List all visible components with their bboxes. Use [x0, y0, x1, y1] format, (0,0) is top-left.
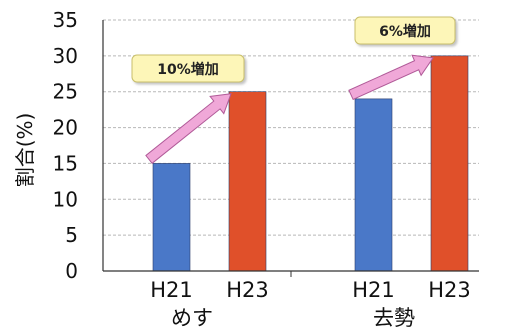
x-category-label: H23	[226, 278, 269, 302]
annotation-label: 6%増加	[379, 23, 431, 40]
group-label: めす	[171, 306, 213, 330]
y-tick-label: 0	[65, 259, 78, 283]
x-category-label: H21	[352, 278, 395, 302]
bars	[152, 55, 469, 272]
y-tick-label: 20	[53, 116, 78, 140]
group-label: 去勢	[373, 306, 415, 330]
x-labels: H21 H23 めす H21 H23 去勢	[150, 278, 471, 330]
axes	[102, 20, 479, 277]
y-tick-label: 10	[53, 187, 78, 211]
bar	[228, 91, 267, 272]
y-axis-label: 割合(%)	[13, 113, 37, 188]
annotations: 10%増加 6%増加	[131, 16, 456, 165]
increase-arrow	[145, 93, 232, 165]
y-tick-label: 35	[53, 8, 78, 32]
y-tick-label: 25	[53, 80, 78, 104]
x-category-label: H21	[150, 278, 193, 302]
x-category-label: H23	[428, 278, 471, 302]
y-tick-label: 15	[53, 151, 78, 175]
annotation-box	[131, 54, 245, 83]
y-tick-label: 5	[65, 223, 78, 247]
y-tick-labels: 0 5 10 15 20 25 30 35	[53, 8, 78, 283]
annotation-label: 10%増加	[157, 61, 219, 78]
y-tick-label: 30	[53, 44, 78, 68]
bar	[152, 163, 191, 272]
bar	[354, 98, 393, 272]
increase-arrow	[348, 54, 434, 101]
annotation-box	[354, 16, 456, 45]
bar	[430, 55, 469, 272]
